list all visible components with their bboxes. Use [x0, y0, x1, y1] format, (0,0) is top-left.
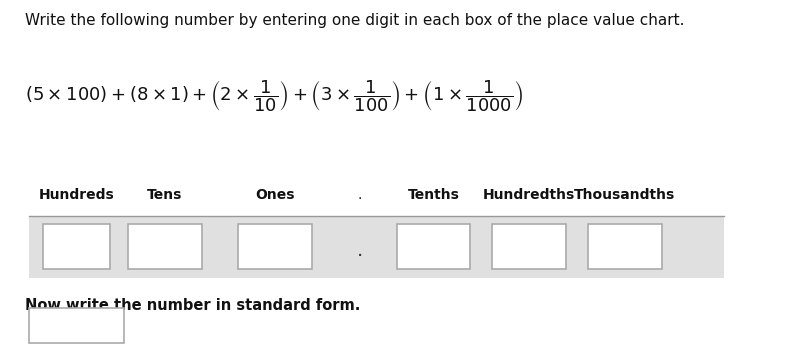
FancyBboxPatch shape [588, 224, 662, 269]
FancyBboxPatch shape [397, 224, 470, 269]
Text: Tenths: Tenths [408, 188, 459, 202]
Text: Tens: Tens [147, 188, 182, 202]
FancyBboxPatch shape [29, 216, 724, 277]
Text: Thousandths: Thousandths [574, 188, 676, 202]
FancyBboxPatch shape [29, 309, 124, 343]
Text: Hundredths: Hundredths [483, 188, 575, 202]
FancyBboxPatch shape [238, 224, 312, 269]
FancyBboxPatch shape [43, 224, 110, 269]
Text: $(5 \times 100) + (8 \times 1) + \left(2 \times \dfrac{1}{10}\right) + \left(3 \: $(5 \times 100) + (8 \times 1) + \left(2… [25, 78, 523, 114]
Text: .: . [357, 240, 363, 260]
FancyBboxPatch shape [493, 224, 566, 269]
Text: .: . [358, 188, 362, 202]
Text: Ones: Ones [255, 188, 295, 202]
Text: Hundreds: Hundreds [38, 188, 114, 202]
Text: Write the following number by entering one digit in each box of the place value : Write the following number by entering o… [25, 13, 684, 28]
FancyBboxPatch shape [128, 224, 202, 269]
Text: Now write the number in standard form.: Now write the number in standard form. [25, 298, 360, 313]
